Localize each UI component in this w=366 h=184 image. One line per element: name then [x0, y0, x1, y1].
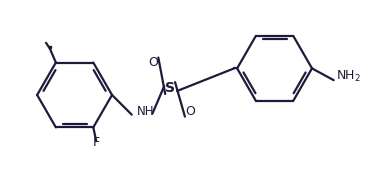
Text: O: O — [149, 56, 158, 69]
Text: O: O — [185, 105, 195, 118]
Text: NH: NH — [137, 105, 154, 118]
Text: F: F — [93, 136, 100, 149]
Text: S: S — [165, 81, 175, 95]
Text: NH$_2$: NH$_2$ — [336, 69, 361, 84]
